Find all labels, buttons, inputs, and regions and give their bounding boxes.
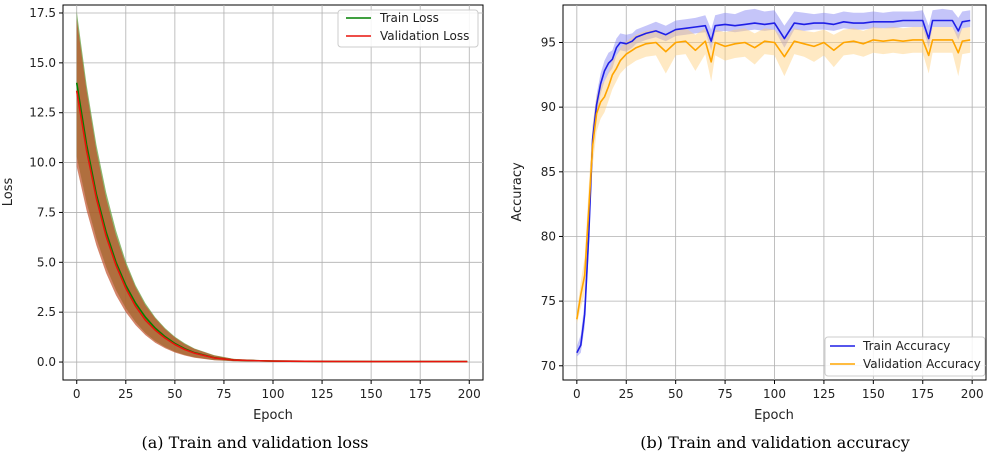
x-tick-label: 150	[360, 387, 383, 401]
loss-legend-box	[337, 9, 479, 48]
x-tick-label: 100	[262, 387, 285, 401]
y-tick-label: 5.0	[37, 255, 56, 269]
x-tick-label: 75	[216, 387, 231, 401]
legend-train-accuracy-label: Train Accuracy	[862, 339, 950, 353]
train-accuracy-band	[576, 8, 971, 357]
legend-train-loss-label: Train Loss	[379, 11, 439, 25]
x-tick-label: 175	[409, 387, 432, 401]
y-tick-label: 85	[541, 165, 556, 179]
accuracy-legend-box	[824, 336, 986, 377]
accuracy-caption: (b) Train and validation accuracy	[640, 433, 909, 452]
loss-x-axis-label: Epoch	[253, 408, 293, 423]
loss-y-axis-label: Loss	[1, 178, 16, 207]
x-tick-label: 125	[812, 387, 835, 401]
x-tick-label: 150	[862, 387, 885, 401]
loss-chart: 0 25 50 75 100 125 150 175 200 0.0 2.5 5.0 7.5 10.0 1…	[1, 4, 484, 452]
y-tick-label: 2.5	[37, 305, 56, 319]
x-tick-label: 175	[911, 387, 934, 401]
validation-loss-line	[75, 90, 468, 363]
loss-bands	[76, 11, 468, 362]
y-tick-label: 70	[541, 359, 556, 373]
y-tick-label: 10.0	[29, 156, 56, 170]
train-accuracy-line	[576, 19, 971, 354]
loss-y-ticks: 0.0 2.5 5.0 7.5 10.0 12.5 15.0 17.5	[29, 6, 63, 369]
loss-lines	[75, 82, 468, 363]
loss-x-ticks: 0 25 50 75 100 125 150 175 200	[73, 380, 481, 401]
x-tick-label: 0	[573, 387, 581, 401]
legend-validation-accuracy-label: Validation Accuracy	[863, 357, 981, 371]
y-tick-label: 15.0	[29, 56, 56, 70]
loss-caption: (a) Train and validation loss	[142, 433, 369, 452]
y-tick-label: 7.5	[37, 205, 56, 219]
accuracy-bands	[576, 8, 971, 357]
y-tick-label: 17.5	[29, 6, 56, 20]
accuracy-chart: 0 25 50 75 100 125 150 175 200 70 75 80 85 90 95 Epoc…	[510, 4, 987, 452]
loss-legend: Train Loss Validation Loss	[337, 9, 479, 48]
y-tick-label: 0.0	[37, 355, 56, 369]
y-tick-label: 75	[541, 294, 556, 308]
validation-accuracy-line	[576, 39, 971, 320]
accuracy-grid	[563, 5, 986, 380]
validation-accuracy-band	[576, 27, 971, 325]
accuracy-lines	[576, 19, 971, 354]
x-tick-label: 25	[619, 387, 634, 401]
validation-loss-band	[76, 19, 468, 362]
y-tick-label: 80	[541, 229, 556, 243]
x-tick-label: 200	[961, 387, 984, 401]
y-tick-label: 90	[541, 100, 556, 114]
accuracy-legend: Train Accuracy Validation Accuracy	[824, 336, 986, 377]
accuracy-y-axis-label: Accuracy	[510, 162, 525, 222]
accuracy-y-ticks: 70 75 80 85 90 95	[541, 36, 563, 373]
x-tick-label: 125	[311, 387, 334, 401]
x-tick-label: 50	[668, 387, 683, 401]
accuracy-x-ticks: 0 25 50 75 100 125 150 175 200	[573, 380, 984, 401]
legend-validation-loss-label: Validation Loss	[380, 29, 469, 43]
accuracy-x-axis-label: Epoch	[754, 408, 794, 423]
x-tick-label: 50	[167, 387, 182, 401]
x-tick-label: 200	[458, 387, 481, 401]
x-tick-label: 25	[118, 387, 133, 401]
y-tick-label: 95	[541, 36, 556, 50]
loss-grid	[63, 5, 483, 380]
x-tick-label: 75	[717, 387, 732, 401]
x-tick-label: 100	[763, 387, 786, 401]
x-tick-label: 0	[73, 387, 81, 401]
y-tick-label: 12.5	[29, 106, 56, 120]
